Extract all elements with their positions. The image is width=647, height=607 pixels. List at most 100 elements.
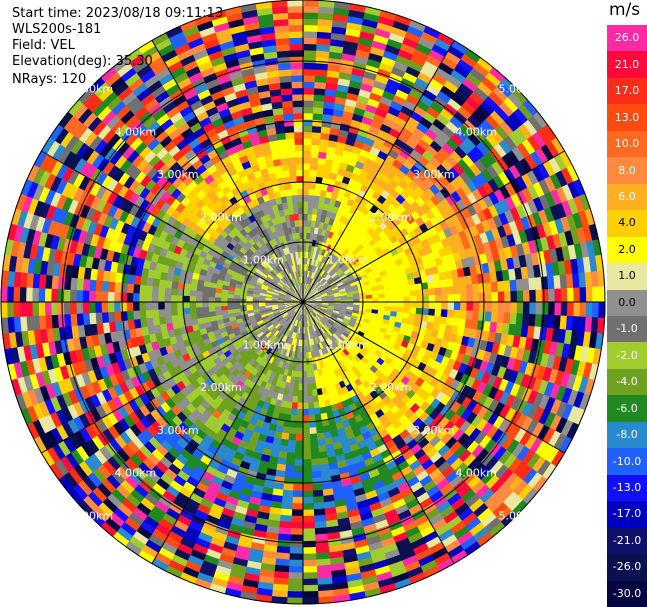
velocity-gate [91, 486, 108, 503]
velocity-gate [558, 436, 573, 455]
velocity-gate [289, 311, 296, 318]
velocity-gate [394, 116, 408, 129]
velocity-gate [369, 474, 383, 485]
velocity-gate [149, 193, 161, 207]
velocity-gate [306, 283, 311, 291]
velocity-gate [598, 302, 606, 320]
velocity-gate [67, 487, 84, 505]
velocity-gate [490, 311, 499, 324]
velocity-gate [168, 501, 184, 515]
velocity-gate [486, 164, 500, 180]
velocity-gate [191, 486, 206, 499]
velocity-gate [401, 449, 415, 462]
velocity-gate [476, 507, 493, 524]
velocity-gate [199, 454, 212, 466]
velocity-gate [138, 229, 149, 242]
velocity-gate [16, 209, 29, 228]
velocity-gate [322, 203, 330, 211]
velocity-gate [311, 213, 318, 222]
velocity-gate [382, 279, 390, 286]
velocity-gate [404, 31, 422, 44]
velocity-gate [115, 483, 131, 499]
velocity-gate [484, 95, 500, 112]
velocity-gate [305, 276, 309, 284]
velocity-gate [314, 259, 320, 267]
velocity-gate [130, 255, 140, 267]
velocity-gate [474, 159, 488, 174]
velocity-gate [249, 350, 257, 359]
velocity-gate [162, 337, 172, 347]
velocity-gate [413, 48, 430, 62]
velocity-gate [364, 489, 378, 501]
velocity-gate [434, 287, 442, 296]
velocity-gate [274, 322, 281, 330]
velocity-gate [319, 189, 328, 198]
velocity-gate [303, 276, 306, 284]
velocity-gate [302, 477, 313, 485]
velocity-gate [315, 564, 332, 573]
velocity-gate [315, 62, 329, 71]
velocity-gate [176, 307, 185, 316]
velocity-gate [518, 229, 529, 245]
velocity-gate [522, 99, 539, 117]
velocity-gate [218, 552, 235, 564]
velocity-gate [537, 127, 553, 146]
velocity-gate [170, 308, 178, 316]
velocity-gate [216, 318, 224, 325]
velocity-gate [458, 276, 467, 287]
velocity-gate [233, 294, 241, 299]
velocity-gate [293, 306, 299, 312]
velocity-gate [134, 384, 145, 397]
velocity-gate [202, 449, 215, 461]
velocity-gate [446, 286, 455, 296]
velocity-gate [340, 238, 348, 247]
velocity-gate [372, 140, 384, 151]
velocity-gate [505, 334, 515, 348]
velocity-gate [19, 300, 27, 317]
velocity-gate [224, 272, 233, 279]
velocity-gate [308, 304, 316, 308]
velocity-gate [312, 289, 319, 295]
velocity-gate [282, 348, 288, 357]
velocity-gate [419, 94, 435, 108]
velocity-gate [365, 308, 373, 314]
velocity-gate [95, 311, 103, 324]
velocity-gate [253, 523, 268, 533]
velocity-gate [347, 322, 356, 329]
velocity-gate [317, 444, 327, 453]
velocity-gate [196, 284, 204, 292]
velocity-gate [273, 405, 281, 414]
velocity-gate [331, 286, 339, 291]
velocity-gate [359, 569, 377, 580]
velocity-gate [421, 133, 435, 147]
velocity-gate [386, 340, 396, 349]
velocity-gate [209, 315, 217, 322]
velocity-gate [578, 272, 587, 289]
velocity-gate [220, 507, 235, 518]
velocity-gate [413, 143, 427, 156]
velocity-gate [365, 305, 373, 310]
velocity-gate [565, 315, 574, 332]
velocity-gate [438, 416, 451, 430]
velocity-gate [579, 287, 587, 304]
velocity-gate [257, 575, 275, 585]
velocity-gate [32, 272, 41, 289]
velocity-gate [139, 284, 147, 294]
velocity-gate [532, 111, 549, 130]
velocity-gate [220, 345, 230, 354]
velocity-gate [325, 236, 332, 245]
velocity-gate [274, 399, 283, 408]
velocity-gate [150, 505, 166, 519]
velocity-gate [341, 445, 352, 455]
velocity-gate [545, 140, 561, 159]
velocity-gate [557, 328, 567, 345]
velocity-gate [583, 378, 596, 397]
velocity-gate [346, 302, 354, 305]
velocity-gate [500, 435, 515, 452]
velocity-gate [396, 263, 406, 272]
velocity-gate [26, 388, 39, 406]
velocity-gate [452, 162, 466, 176]
velocity-gate [188, 336, 198, 346]
velocity-gate [472, 292, 480, 303]
velocity-gate [68, 153, 82, 170]
